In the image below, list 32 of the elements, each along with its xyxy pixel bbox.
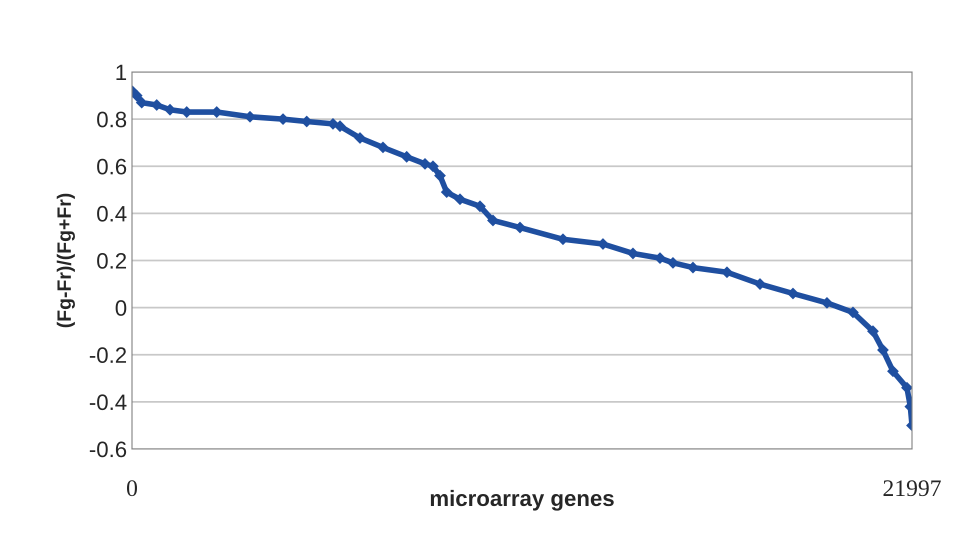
y-tick-label: -0.2 bbox=[90, 347, 126, 364]
x-tick-label: 21997 bbox=[884, 480, 941, 496]
y-tick-label: 0.6 bbox=[97, 158, 126, 175]
point bbox=[754, 278, 766, 290]
y-tick-label: 0.2 bbox=[97, 253, 126, 269]
point bbox=[487, 214, 499, 226]
x-axis-title: microarray genes bbox=[430, 490, 614, 511]
point bbox=[400, 150, 413, 163]
point bbox=[887, 365, 899, 378]
point bbox=[787, 288, 799, 300]
y-axis-title: (Fg-Fr)/(Fg+Fr) bbox=[56, 194, 75, 328]
point bbox=[377, 142, 389, 154]
point bbox=[354, 132, 366, 144]
point bbox=[454, 193, 466, 206]
y-tick-label: -0.4 bbox=[90, 394, 126, 410]
y-tick-label: -0.6 bbox=[90, 442, 126, 458]
point bbox=[877, 344, 889, 356]
point bbox=[821, 297, 833, 309]
y-tick-label: 0 bbox=[116, 300, 126, 316]
point bbox=[440, 186, 453, 198]
y-tick-label: 0.4 bbox=[97, 206, 126, 222]
point bbox=[474, 200, 486, 212]
point bbox=[132, 90, 143, 102]
point bbox=[334, 120, 346, 132]
point bbox=[427, 160, 439, 172]
y-tick-label: 0.8 bbox=[97, 112, 126, 128]
point bbox=[867, 325, 879, 338]
point bbox=[847, 306, 859, 318]
point bbox=[514, 222, 526, 234]
point bbox=[434, 170, 446, 182]
y-tick-label: 1 bbox=[116, 64, 126, 80]
point bbox=[419, 158, 431, 170]
